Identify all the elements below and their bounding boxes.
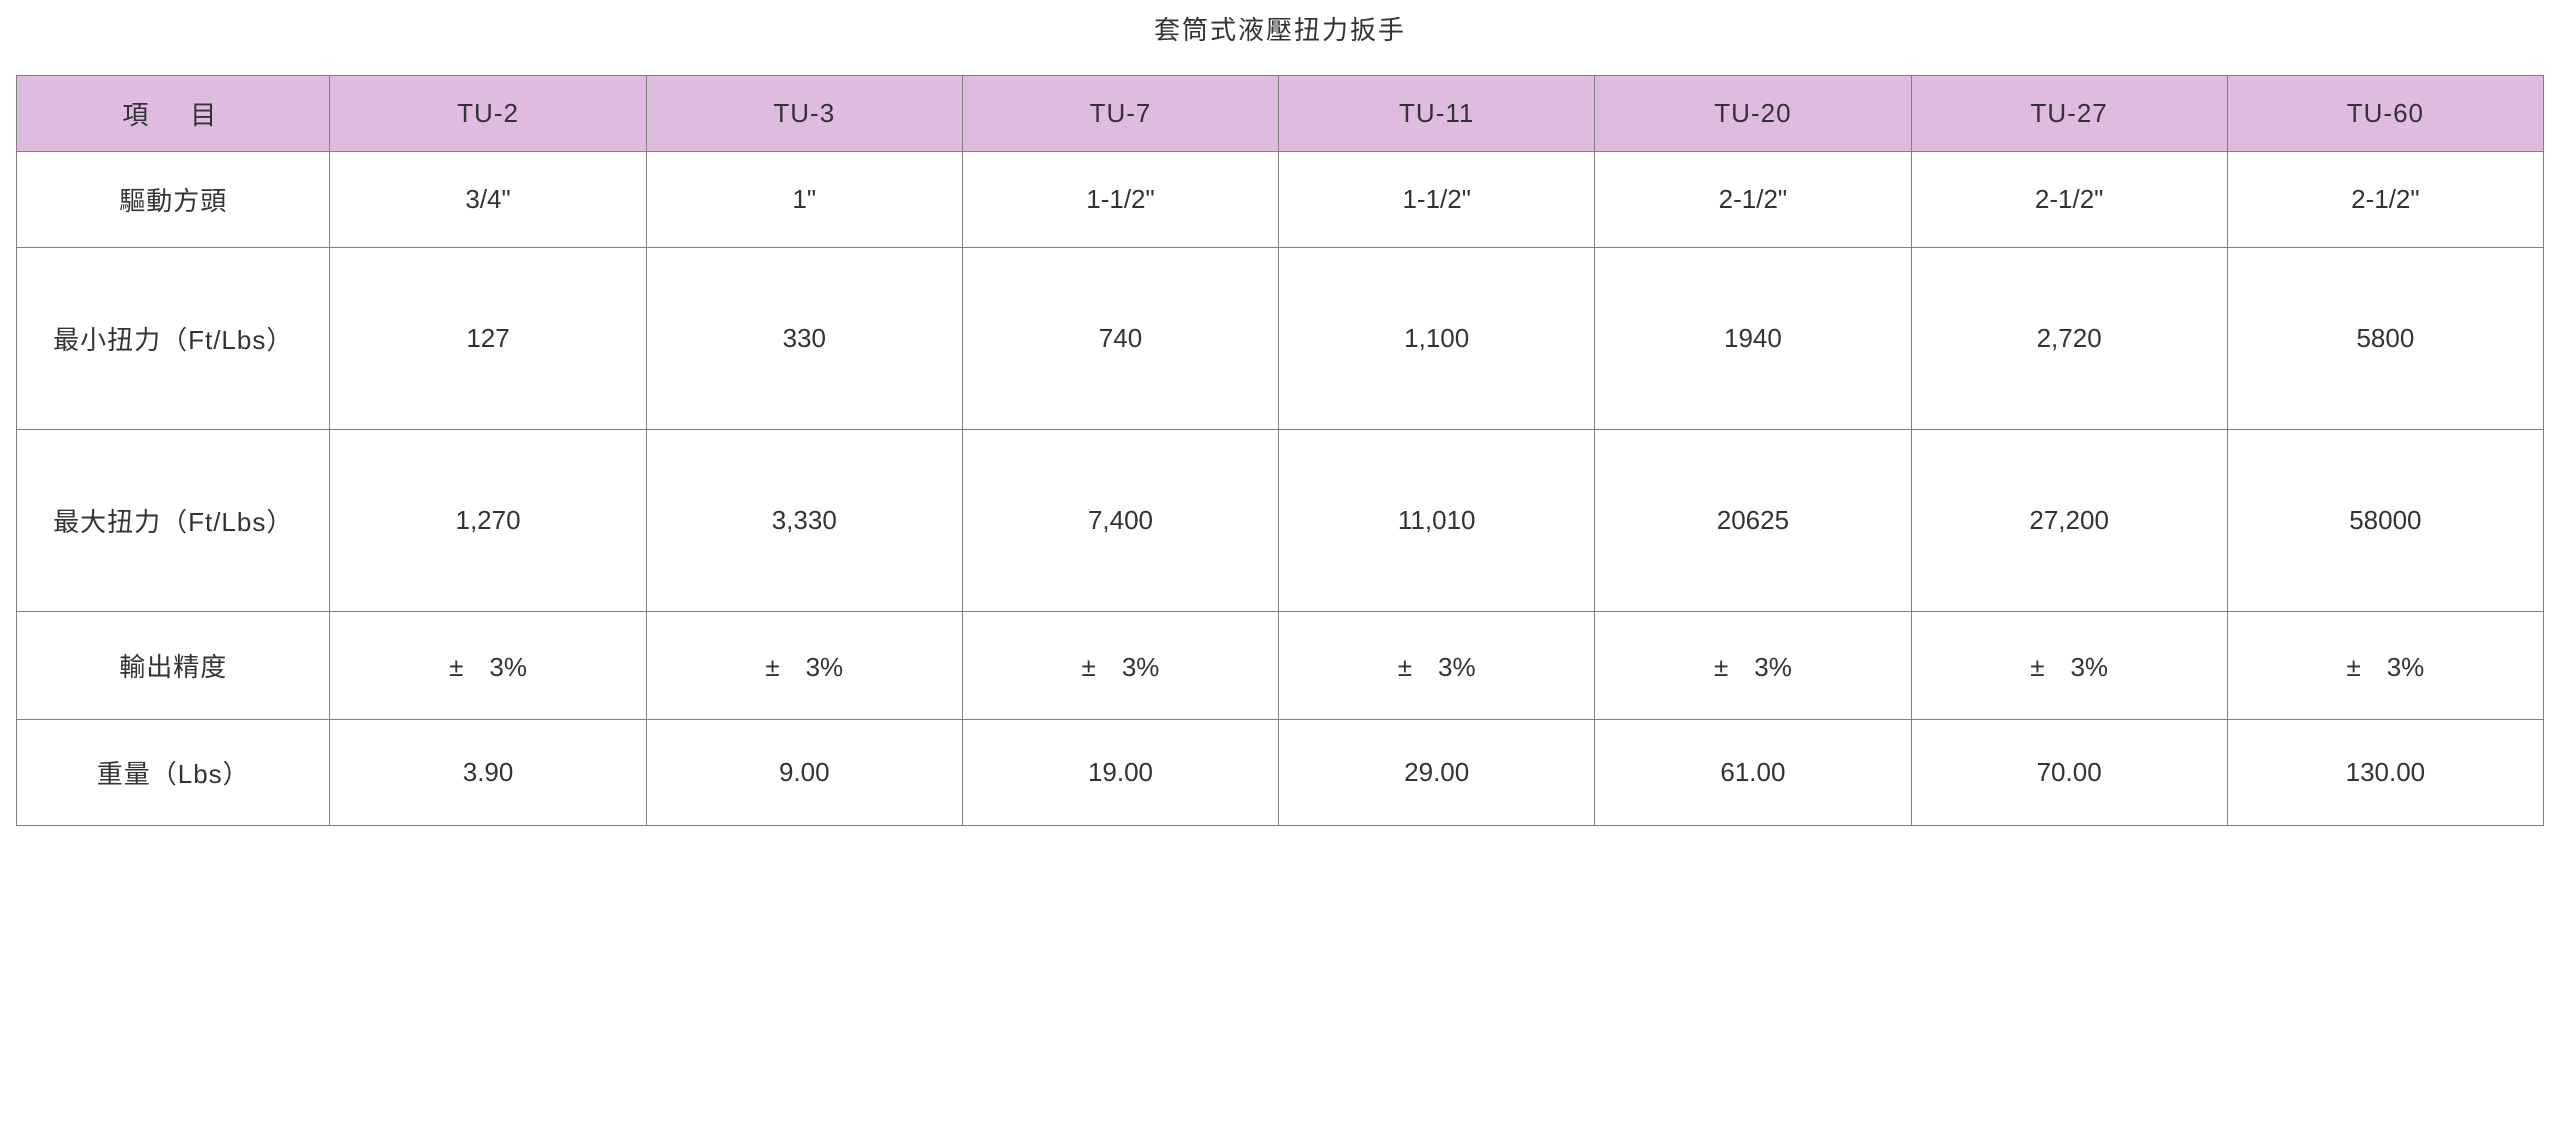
cell: 1,270	[330, 430, 646, 612]
cell: ± 3%	[1595, 612, 1911, 720]
col-header-tu27: TU-27	[1911, 76, 2227, 152]
table-row: 重量（Lbs） 3.90 9.00 19.00 29.00 61.00 70.0…	[17, 720, 2544, 826]
cell: 70.00	[1911, 720, 2227, 826]
cell: 740	[962, 248, 1278, 430]
cell: 2-1/2"	[2227, 152, 2543, 248]
cell: 127	[330, 248, 646, 430]
table-header-row: 項 目 TU-2 TU-3 TU-7 TU-11 TU-20 TU-27 TU-…	[17, 76, 2544, 152]
cell: 1,100	[1279, 248, 1595, 430]
cell: 9.00	[646, 720, 962, 826]
cell: 130.00	[2227, 720, 2543, 826]
cell: 7,400	[962, 430, 1278, 612]
cell: 2-1/2"	[1911, 152, 2227, 248]
col-header-item: 項 目	[17, 76, 330, 152]
cell: ± 3%	[1279, 612, 1595, 720]
cell: 11,010	[1279, 430, 1595, 612]
row-label-min-torque: 最小扭力（Ft/Lbs）	[17, 248, 330, 430]
cell: 1-1/2"	[962, 152, 1278, 248]
cell: 1940	[1595, 248, 1911, 430]
cell: 20625	[1595, 430, 1911, 612]
table-row: 最小扭力（Ft/Lbs） 127 330 740 1,100 1940 2,72…	[17, 248, 2544, 430]
cell: 3/4"	[330, 152, 646, 248]
cell: ± 3%	[646, 612, 962, 720]
cell: ± 3%	[962, 612, 1278, 720]
row-label-drive: 驅動方頭	[17, 152, 330, 248]
cell: 19.00	[962, 720, 1278, 826]
cell: 330	[646, 248, 962, 430]
cell: 2,720	[1911, 248, 2227, 430]
cell: ± 3%	[1911, 612, 2227, 720]
cell: 3,330	[646, 430, 962, 612]
table-row: 最大扭力（Ft/Lbs） 1,270 3,330 7,400 11,010 20…	[17, 430, 2544, 612]
cell: 5800	[2227, 248, 2543, 430]
cell: 27,200	[1911, 430, 2227, 612]
col-header-tu60: TU-60	[2227, 76, 2543, 152]
col-header-tu3: TU-3	[646, 76, 962, 152]
cell: ± 3%	[330, 612, 646, 720]
col-header-tu11: TU-11	[1279, 76, 1595, 152]
cell: 2-1/2"	[1595, 152, 1911, 248]
cell: 29.00	[1279, 720, 1595, 826]
cell: 61.00	[1595, 720, 1911, 826]
page-container: 套筒式液壓扭力扳手 項 目 TU-2 TU-3 TU-7 TU-11 TU-20…	[16, 10, 2544, 826]
cell: 58000	[2227, 430, 2543, 612]
cell: 1"	[646, 152, 962, 248]
spec-table: 項 目 TU-2 TU-3 TU-7 TU-11 TU-20 TU-27 TU-…	[16, 75, 2544, 826]
col-header-tu2: TU-2	[330, 76, 646, 152]
row-label-accuracy: 輸出精度	[17, 612, 330, 720]
cell: 1-1/2"	[1279, 152, 1595, 248]
page-title: 套筒式液壓扭力扳手	[16, 10, 2544, 47]
col-header-tu20: TU-20	[1595, 76, 1911, 152]
table-body: 驅動方頭 3/4" 1" 1-1/2" 1-1/2" 2-1/2" 2-1/2"…	[17, 152, 2544, 826]
table-row: 輸出精度 ± 3% ± 3% ± 3% ± 3% ± 3% ± 3% ± 3%	[17, 612, 2544, 720]
row-label-max-torque: 最大扭力（Ft/Lbs）	[17, 430, 330, 612]
row-label-weight: 重量（Lbs）	[17, 720, 330, 826]
table-row: 驅動方頭 3/4" 1" 1-1/2" 1-1/2" 2-1/2" 2-1/2"…	[17, 152, 2544, 248]
cell: ± 3%	[2227, 612, 2543, 720]
cell: 3.90	[330, 720, 646, 826]
col-header-tu7: TU-7	[962, 76, 1278, 152]
